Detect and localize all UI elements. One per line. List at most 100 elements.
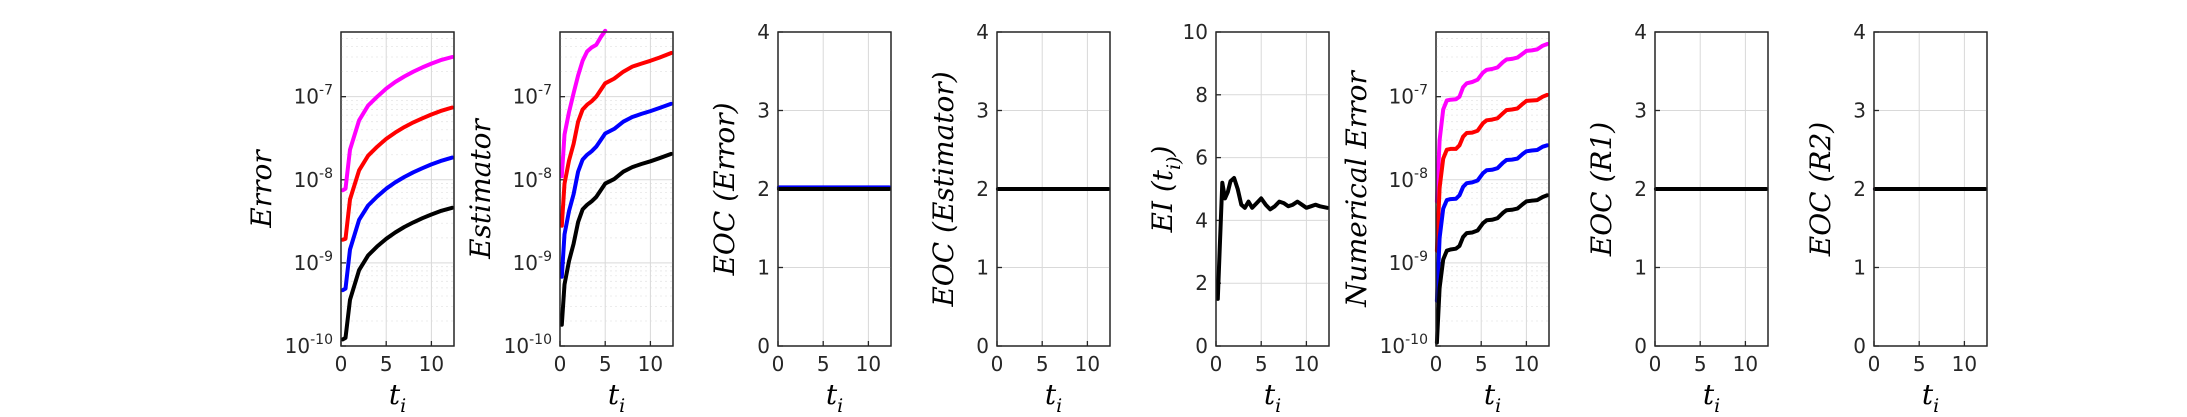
x-tick-label: 5 — [1475, 352, 1488, 376]
y-axis-label: Numerical Error — [1340, 70, 1373, 308]
y-tick-label: 2 — [757, 177, 770, 201]
x-axis-label: ti — [389, 378, 406, 417]
axes-border — [1435, 31, 1550, 347]
y-tick-label: 4 — [976, 20, 989, 44]
series-line — [1434, 42, 1550, 204]
x-tick-label: 5 — [1255, 352, 1268, 376]
y-tick-label: 10-9 — [294, 249, 333, 275]
panel-estimator: 10-10 10-9 10-8 10-7 0 5 10 ti Estimator — [464, 28, 674, 417]
axes-frame — [559, 31, 674, 347]
y-tick-label: 0 — [1195, 334, 1208, 358]
y-tick-label: 10-7 — [513, 83, 552, 109]
x-tick-label: 0 — [991, 352, 1004, 376]
series-line — [1434, 143, 1550, 303]
y-axis-label: EOC (R1) — [1585, 122, 1618, 257]
x-axis-label: ti — [1045, 378, 1062, 417]
series-line — [559, 51, 674, 228]
y-tick-label: 3 — [976, 99, 989, 123]
y-tick-label: 3 — [1634, 99, 1647, 123]
x-tick-label: 0 — [772, 352, 785, 376]
y-tick-label: 10-8 — [1389, 166, 1428, 192]
y-tick-label: 10-10 — [504, 332, 552, 358]
x-tick-label: 10 — [1952, 352, 1977, 376]
x-tick-label: 0 — [1868, 352, 1881, 376]
y-tick-label: 6 — [1195, 146, 1208, 170]
y-tick-label: 2 — [1853, 177, 1866, 201]
x-tick-label: 10 — [1514, 352, 1539, 376]
series-line — [559, 101, 674, 279]
y-tick-label: 10-9 — [513, 249, 552, 275]
panel-numerical-error: 10-10 10-9 10-8 10-7 0 5 10 ti Numerical Error — [1340, 31, 1550, 417]
series-line — [340, 155, 455, 293]
series-line — [340, 205, 455, 342]
panel-eoc-error: 0 1 2 3 4 0 5 10 ti EOC (Error) — [708, 20, 892, 417]
y-axis-label: EOC (Error) — [708, 102, 741, 276]
axes-border — [559, 31, 674, 347]
y-tick-label: 0 — [976, 334, 989, 358]
x-axis-label: ti — [1703, 378, 1720, 417]
axes-border — [1873, 31, 1988, 347]
y-axis-label: Estimator — [464, 118, 497, 260]
y-tick-label: 2 — [1195, 271, 1208, 295]
panel-eoc-r1: 0 1 2 3 4 0 5 10 ti EOC (R1) — [1585, 20, 1769, 417]
series-line — [1434, 92, 1550, 253]
x-tick-label: 0 — [554, 352, 567, 376]
x-axis-label: ti — [1922, 378, 1939, 417]
y-tick-label: 1 — [976, 256, 989, 280]
series-line — [340, 105, 455, 242]
axes-border — [996, 31, 1111, 347]
x-axis-label: ti — [1264, 378, 1281, 417]
y-tick-label: 10 — [1183, 20, 1208, 44]
y-tick-label: 10-7 — [1389, 83, 1428, 109]
y-tick-label: 3 — [757, 99, 770, 123]
series-line — [340, 55, 455, 193]
axes-border — [340, 31, 455, 347]
y-axis-label: Error — [245, 149, 278, 229]
x-axis-label: ti — [826, 378, 843, 417]
x-tick-label: 10 — [638, 352, 663, 376]
panel-eoc-estimator: 0 1 2 3 4 0 5 10 ti EOC (Estimator) — [927, 20, 1111, 417]
y-tick-label: 4 — [757, 20, 770, 44]
series-line — [559, 151, 674, 327]
series-line — [559, 28, 608, 179]
y-tick-label: 0 — [1853, 334, 1866, 358]
y-tick-label: 1 — [757, 256, 770, 280]
y-tick-label: 8 — [1195, 83, 1208, 107]
y-tick-label: 2 — [976, 177, 989, 201]
x-tick-label: 0 — [1210, 352, 1223, 376]
x-tick-label: 5 — [1036, 352, 1049, 376]
x-tick-label: 10 — [419, 352, 444, 376]
y-axis-label: EOC (Estimator) — [927, 71, 960, 307]
panel-error: 10-10 10-9 10-8 10-7 0 5 10 ti Error — [245, 31, 455, 417]
y-tick-label: 4 — [1634, 20, 1647, 44]
y-tick-label: 10-7 — [294, 83, 333, 109]
y-tick-label: 1 — [1634, 256, 1647, 280]
y-tick-label: 4 — [1853, 20, 1866, 44]
y-tick-label: 3 — [1853, 99, 1866, 123]
x-axis-label: ti — [608, 378, 625, 417]
x-tick-label: 5 — [1913, 352, 1926, 376]
axes-border — [1654, 31, 1769, 347]
x-tick-label: 0 — [1430, 352, 1443, 376]
y-tick-label: 10-8 — [513, 166, 552, 192]
axes-border — [777, 31, 892, 347]
y-tick-label: 2 — [1634, 177, 1647, 201]
x-tick-label: 0 — [335, 352, 348, 376]
y-axis-label: EI (ti)) — [1146, 145, 1185, 233]
y-tick-label: 10-10 — [285, 332, 333, 358]
axes-frame — [1435, 31, 1550, 347]
x-tick-label: 5 — [599, 352, 612, 376]
x-tick-label: 10 — [1733, 352, 1758, 376]
y-tick-label: 1 — [1853, 256, 1866, 280]
axes-border — [1215, 31, 1330, 347]
x-tick-label: 5 — [817, 352, 830, 376]
x-tick-label: 0 — [1649, 352, 1662, 376]
y-tick-label: 10-10 — [1380, 332, 1428, 358]
y-tick-label: 0 — [757, 334, 770, 358]
y-tick-label: 0 — [1634, 334, 1647, 358]
x-tick-label: 10 — [1294, 352, 1319, 376]
y-tick-label: 10-8 — [294, 166, 333, 192]
y-axis-label: EOC (R2) — [1804, 122, 1837, 257]
axes-frame — [340, 31, 455, 347]
